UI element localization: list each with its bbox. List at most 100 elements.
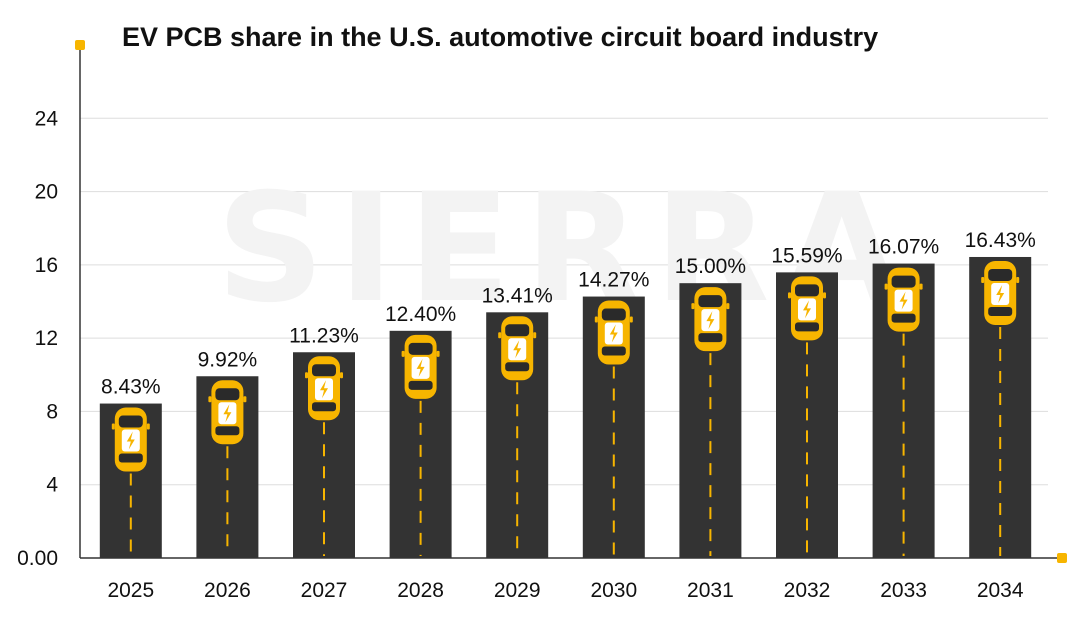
car-mirror bbox=[726, 303, 730, 310]
x-tick-label: 2031 bbox=[687, 579, 734, 602]
car-rear-window bbox=[698, 333, 723, 343]
car-icon bbox=[884, 267, 923, 332]
bar-group: 12.40% 2028 bbox=[385, 303, 456, 602]
car-icon bbox=[401, 334, 440, 399]
car-windshield bbox=[698, 295, 723, 308]
car-windshield bbox=[215, 388, 240, 401]
car-rear-window bbox=[988, 306, 1013, 316]
car-icon bbox=[788, 276, 826, 341]
car-windshield bbox=[795, 284, 819, 297]
data-label: 13.41% bbox=[482, 284, 553, 307]
lightning-icon bbox=[899, 291, 908, 310]
car-mirror bbox=[533, 332, 537, 339]
car-mirror bbox=[594, 316, 598, 323]
chart-title: EV PCB share in the U.S. automotive circ… bbox=[122, 22, 879, 52]
y-axis-end-marker bbox=[75, 40, 85, 50]
data-label: 15.59% bbox=[771, 244, 842, 267]
data-label: 14.27% bbox=[578, 269, 649, 292]
data-label: 11.23% bbox=[289, 324, 359, 347]
bar-group: 11.23% 2027 bbox=[289, 324, 359, 602]
x-tick-label: 2034 bbox=[977, 579, 1024, 602]
car-rear-window bbox=[891, 313, 916, 323]
car-mirror bbox=[788, 292, 791, 299]
data-label: 12.40% bbox=[385, 303, 456, 326]
car-windshield bbox=[312, 364, 336, 377]
x-axis-end-marker bbox=[1057, 553, 1067, 563]
car-mirror bbox=[146, 423, 150, 430]
car-windshield bbox=[118, 415, 143, 428]
y-tick-label: 4 bbox=[46, 474, 58, 497]
car-windshield bbox=[601, 308, 626, 321]
car-mirror bbox=[340, 372, 343, 379]
data-label: 8.43% bbox=[101, 376, 161, 399]
x-tick-label: 2027 bbox=[301, 579, 348, 602]
car-rear-window bbox=[118, 453, 143, 463]
car-rear-window bbox=[795, 322, 819, 332]
car-mirror bbox=[498, 332, 502, 339]
car-rear-window bbox=[215, 426, 240, 436]
car-rear-window bbox=[408, 380, 433, 390]
car-icon bbox=[111, 407, 150, 472]
car-mirror bbox=[1016, 276, 1020, 283]
car-windshield bbox=[891, 275, 916, 288]
car-mirror bbox=[884, 283, 888, 290]
y-tick-label: 24 bbox=[35, 107, 59, 130]
car-mirror bbox=[981, 276, 985, 283]
data-label: 9.92% bbox=[198, 348, 258, 371]
y-tick-label: 20 bbox=[35, 181, 58, 204]
car-rear-window bbox=[312, 402, 336, 412]
x-tick-label: 2029 bbox=[494, 579, 541, 602]
data-label: 16.07% bbox=[868, 236, 939, 259]
car-mirror bbox=[208, 396, 212, 403]
bar-group: 8.43% 2025 bbox=[99, 376, 162, 602]
car-mirror bbox=[629, 316, 633, 323]
car-mirror bbox=[243, 396, 247, 403]
lightning-icon bbox=[609, 324, 618, 343]
x-tick-label: 2028 bbox=[397, 579, 444, 602]
bar-group: 16.43% 2034 bbox=[965, 229, 1036, 602]
car-icon bbox=[305, 356, 343, 421]
car-mirror bbox=[691, 303, 695, 310]
data-label: 15.00% bbox=[675, 255, 746, 278]
y-tick-label: 12 bbox=[35, 327, 58, 350]
lightning-icon bbox=[513, 340, 522, 359]
car-icon bbox=[691, 287, 730, 352]
x-tick-label: 2026 bbox=[204, 579, 251, 602]
bar-group: 15.00% 2031 bbox=[675, 255, 746, 602]
lightning-icon bbox=[126, 431, 135, 450]
car-mirror bbox=[823, 292, 826, 299]
x-tick-label: 2033 bbox=[880, 579, 927, 602]
lightning-icon bbox=[223, 404, 232, 423]
car-icon bbox=[981, 260, 1020, 325]
bar-group: 13.41% 2029 bbox=[482, 284, 553, 602]
lightning-icon bbox=[706, 311, 715, 330]
car-rear-window bbox=[505, 362, 530, 372]
car-windshield bbox=[505, 324, 530, 337]
car-mirror bbox=[919, 283, 923, 290]
x-tick-label: 2025 bbox=[107, 579, 154, 602]
car-mirror bbox=[401, 350, 405, 357]
car-mirror bbox=[436, 350, 440, 357]
car-rear-window bbox=[601, 346, 626, 356]
bar-group: 9.92% 2026 bbox=[196, 348, 259, 602]
car-windshield bbox=[988, 268, 1013, 281]
lightning-icon bbox=[320, 380, 328, 399]
lightning-icon bbox=[996, 284, 1005, 303]
lightning-icon bbox=[416, 358, 425, 377]
car-windshield bbox=[408, 342, 433, 355]
bar-group: 16.07% 2033 bbox=[868, 236, 939, 602]
x-tick-label: 2030 bbox=[590, 579, 637, 602]
y-tick-label: 8 bbox=[46, 400, 58, 423]
car-icon bbox=[594, 300, 633, 365]
y-tick-label: 0.00 bbox=[17, 547, 58, 570]
car-icon bbox=[498, 316, 537, 381]
car-mirror bbox=[111, 423, 115, 430]
car-mirror bbox=[305, 372, 308, 379]
lightning-icon bbox=[803, 300, 811, 319]
data-label: 16.43% bbox=[965, 229, 1036, 252]
bar-group: 14.27% 2030 bbox=[578, 269, 649, 602]
car-icon bbox=[208, 380, 247, 445]
x-tick-label: 2032 bbox=[784, 579, 831, 602]
y-tick-label: 16 bbox=[35, 254, 58, 277]
